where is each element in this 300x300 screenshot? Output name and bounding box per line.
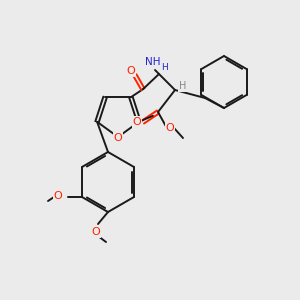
Text: O: O <box>133 117 141 127</box>
Text: O: O <box>92 227 100 237</box>
Text: O: O <box>166 123 174 133</box>
Text: O: O <box>54 191 62 201</box>
Text: H: H <box>162 64 168 73</box>
Text: H: H <box>179 81 187 91</box>
Text: NH: NH <box>145 57 161 67</box>
Text: O: O <box>114 133 122 143</box>
Text: O: O <box>127 66 135 76</box>
